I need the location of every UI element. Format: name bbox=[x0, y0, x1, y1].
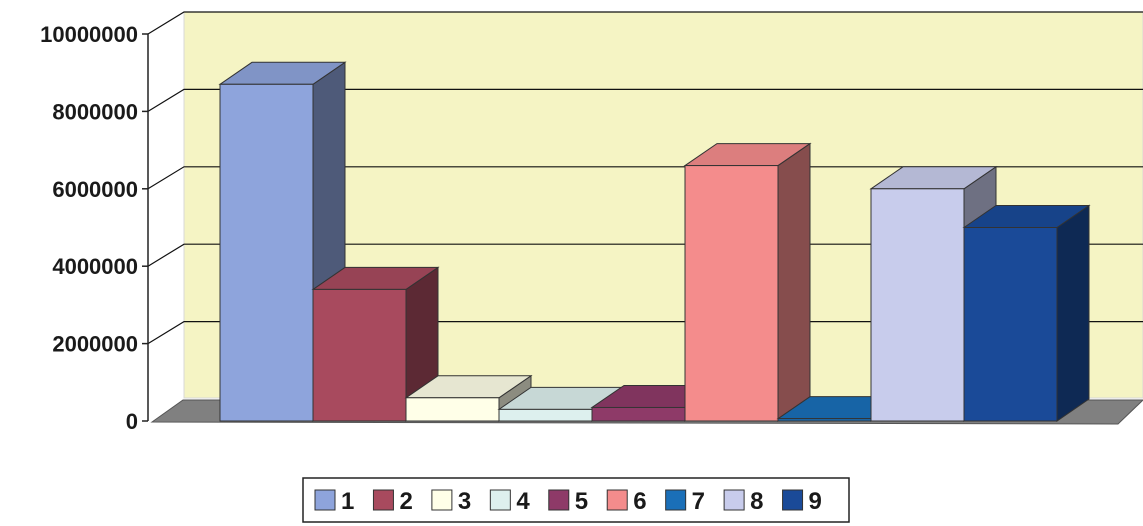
legend-label: 5 bbox=[575, 488, 588, 515]
bar-front bbox=[219, 83, 314, 422]
legend-label: 4 bbox=[516, 488, 530, 515]
legend-item-1: 1 bbox=[314, 488, 354, 515]
legend-label: 6 bbox=[633, 488, 646, 515]
legend-label: 3 bbox=[458, 488, 471, 515]
bar-9 bbox=[962, 204, 1091, 422]
bar-front bbox=[684, 165, 779, 422]
legend-swatch bbox=[548, 489, 570, 511]
y-tick-label: 6000000 bbox=[52, 177, 138, 202]
y-tick-label: 4000000 bbox=[52, 254, 138, 279]
legend-label: 9 bbox=[809, 488, 822, 515]
y-tick-label: 0 bbox=[126, 409, 138, 434]
legend-box bbox=[302, 477, 850, 523]
bar-side bbox=[1056, 204, 1090, 422]
legend-item-5: 5 bbox=[548, 488, 588, 515]
legend-swatch bbox=[723, 489, 745, 511]
gridline bbox=[147, 243, 1143, 267]
bar-front bbox=[591, 406, 686, 422]
legend-item-9: 9 bbox=[782, 488, 822, 515]
legend-swatch bbox=[431, 489, 453, 511]
legend: 1 2 3 4 5 6 7 8 9 bbox=[302, 477, 850, 523]
bar-front bbox=[870, 188, 965, 422]
y-tick-label: 10000000 bbox=[40, 22, 138, 47]
y-tick-label: 2000000 bbox=[52, 332, 138, 357]
gridline bbox=[147, 321, 1143, 345]
y-tick-label: 8000000 bbox=[52, 99, 138, 124]
bar-front bbox=[405, 397, 500, 422]
legend-label: 7 bbox=[692, 488, 705, 515]
bar-front bbox=[312, 288, 407, 422]
bar-front bbox=[963, 227, 1058, 422]
gridline bbox=[147, 88, 1143, 112]
bar-front bbox=[498, 408, 593, 422]
bar-2 bbox=[311, 266, 440, 422]
bar-6 bbox=[683, 142, 812, 422]
legend-swatch bbox=[782, 489, 804, 511]
legend-item-7: 7 bbox=[665, 488, 705, 515]
legend-swatch bbox=[314, 489, 336, 511]
legend-item-8: 8 bbox=[723, 488, 763, 515]
legend-swatch bbox=[489, 489, 511, 511]
legend-label: 2 bbox=[399, 488, 412, 515]
legend-item-3: 3 bbox=[431, 488, 471, 515]
bar-side bbox=[777, 142, 811, 422]
legend-swatch bbox=[606, 489, 628, 511]
gridlines bbox=[147, 11, 1143, 345]
legend-swatch bbox=[665, 489, 687, 511]
y-axis: 0 2000000 4000000 6000000 8000000 10000000 bbox=[40, 22, 149, 434]
gridline bbox=[147, 11, 1143, 35]
legend-item-4: 4 bbox=[489, 488, 530, 515]
legend-swatch bbox=[372, 489, 394, 511]
gridline bbox=[147, 166, 1143, 190]
legend-label: 1 bbox=[341, 488, 354, 515]
legend-item-6: 6 bbox=[606, 488, 647, 515]
bars bbox=[218, 61, 1091, 422]
legend-label: 8 bbox=[750, 488, 763, 515]
bar-front bbox=[777, 418, 872, 422]
legend-item-2: 2 bbox=[372, 488, 413, 515]
